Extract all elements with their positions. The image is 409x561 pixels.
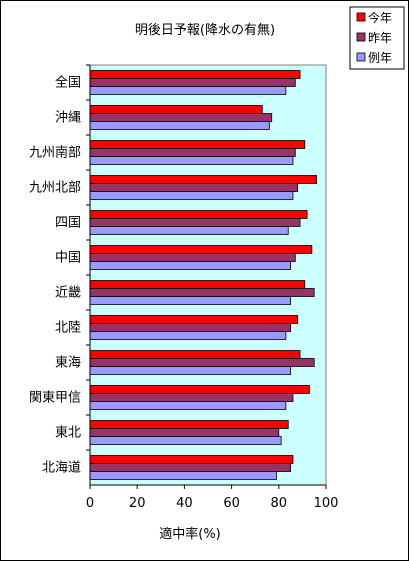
bar-昨年-北陸 bbox=[89, 323, 292, 332]
legend-swatch-昨年 bbox=[356, 32, 366, 42]
x-tick-labels: 0 20 40 60 80 100 bbox=[86, 496, 339, 511]
x-tick-label: 40 bbox=[176, 496, 193, 511]
axes bbox=[86, 64, 327, 489]
bar-昨年-東北 bbox=[89, 428, 280, 437]
bar-例年-全国 bbox=[89, 86, 287, 95]
bar-例年-北陸 bbox=[89, 331, 287, 340]
legend-swatch-今年 bbox=[356, 12, 366, 22]
bar-今年-全国 bbox=[89, 70, 301, 79]
bar-例年-東海 bbox=[89, 366, 292, 375]
bar-例年-四国 bbox=[89, 226, 289, 235]
bar-昨年-関東甲信 bbox=[89, 393, 294, 402]
bar-今年-東北 bbox=[89, 420, 289, 429]
legend-label: 今年 bbox=[368, 10, 392, 25]
bar-今年-近畿 bbox=[89, 280, 306, 289]
category-label: 九州南部 bbox=[29, 145, 81, 161]
x-axis-label: 適中率(%) bbox=[159, 526, 221, 542]
x-tick-label: 60 bbox=[223, 496, 240, 511]
bar-昨年-沖縄 bbox=[89, 113, 273, 122]
chart-title: 明後日予報(降水の有無) bbox=[135, 23, 275, 38]
bar-例年-関東甲信 bbox=[89, 401, 287, 410]
x-tick-label: 80 bbox=[271, 496, 288, 511]
bar-昨年-中国 bbox=[89, 253, 296, 262]
category-label: 九州北部 bbox=[29, 181, 81, 196]
x-tick-label: 20 bbox=[129, 496, 146, 511]
category-label: 近畿 bbox=[55, 286, 81, 301]
bar-例年-沖縄 bbox=[89, 121, 270, 130]
legend-label: 昨年 bbox=[368, 31, 392, 45]
bar-今年-東海 bbox=[89, 350, 301, 359]
bar-今年-九州北部 bbox=[89, 175, 317, 184]
bar-昨年-近畿 bbox=[89, 288, 315, 297]
bar-例年-北海道 bbox=[89, 471, 277, 480]
bar-昨年-九州北部 bbox=[89, 183, 299, 192]
x-tick-label: 100 bbox=[314, 496, 339, 511]
bar-例年-九州北部 bbox=[89, 191, 294, 200]
bar-例年-東北 bbox=[89, 436, 282, 445]
category-label: 北海道 bbox=[42, 461, 81, 476]
bar-今年-四国 bbox=[89, 210, 308, 219]
bar-今年-北陸 bbox=[89, 315, 299, 324]
category-label: 東海 bbox=[55, 355, 81, 371]
bar-例年-近畿 bbox=[89, 296, 292, 305]
bar-昨年-九州南部 bbox=[89, 148, 296, 157]
bar-今年-九州南部 bbox=[89, 140, 306, 149]
bar-昨年-東海 bbox=[89, 358, 315, 367]
bar-今年-沖縄 bbox=[89, 105, 263, 114]
category-label: 四国 bbox=[55, 216, 81, 231]
bar-昨年-全国 bbox=[89, 78, 296, 87]
bar-例年-九州南部 bbox=[89, 156, 294, 165]
bar-今年-中国 bbox=[89, 245, 313, 254]
category-label: 東北 bbox=[55, 425, 81, 441]
category-label: 中国 bbox=[55, 251, 81, 266]
category-label: 関東甲信 bbox=[29, 390, 81, 406]
bar-昨年-四国 bbox=[89, 218, 301, 227]
bar-昨年-北海道 bbox=[89, 463, 292, 472]
x-tick-label: 0 bbox=[86, 496, 94, 511]
bar-今年-関東甲信 bbox=[89, 385, 310, 394]
bar-例年-中国 bbox=[89, 261, 292, 270]
plot-area bbox=[89, 64, 327, 486]
category-label: 北陸 bbox=[55, 320, 81, 336]
bar-今年-北海道 bbox=[89, 455, 294, 464]
legend-swatch-例年 bbox=[356, 52, 366, 62]
category-label: 沖縄 bbox=[55, 111, 81, 126]
legend-label: 例年 bbox=[368, 51, 392, 65]
category-label: 全国 bbox=[55, 75, 81, 91]
